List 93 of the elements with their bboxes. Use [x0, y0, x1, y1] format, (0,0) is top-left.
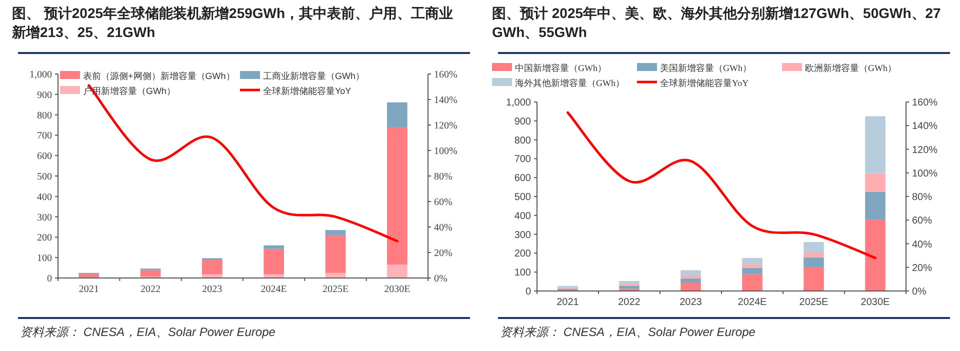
y-tick-label: 0: [47, 274, 52, 284]
bar: [386, 102, 408, 128]
x-tick-label: 2021: [78, 284, 99, 295]
bar: [619, 286, 640, 289]
y2-tick-label: 120%: [434, 120, 458, 132]
bar: [386, 264, 408, 278]
bar: [202, 260, 222, 274]
x-tick-label: 2022: [618, 297, 641, 308]
y-tick-label: 0: [525, 286, 532, 298]
legend-label: 欧洲新增容量（GWh）: [805, 63, 896, 73]
bar: [742, 264, 762, 268]
bar: [619, 280, 640, 284]
y2-tick-label: 80%: [912, 192, 932, 203]
bar: [804, 242, 824, 252]
y-tick-label: 1,000: [506, 98, 532, 108]
bar: [865, 174, 886, 192]
bar: [804, 252, 824, 258]
bar: [325, 230, 346, 236]
y-tick-label: 400: [514, 210, 532, 222]
y2-tick-label: 20%: [434, 248, 452, 259]
legend-label: 全球新增储能容量YoY: [660, 78, 750, 88]
bar: [742, 258, 762, 264]
legend-label: 全球新增储能容量YoY: [263, 86, 352, 96]
x-tick-label: 2024E: [738, 297, 768, 308]
bar: [386, 127, 408, 265]
line-series: [566, 111, 876, 260]
y2-tick-label: 60%: [912, 216, 932, 227]
bar: [264, 248, 284, 274]
y-tick-label: 900: [37, 90, 52, 101]
y-tick-label: 700: [37, 130, 52, 142]
chart-title: 图、 预计2025年全球储能装机新增259GWh，其中表前、户用、工商业新增213、25、21GWh: [11, 5, 454, 40]
bar: [140, 270, 161, 277]
x-tick-label: 2024E: [260, 284, 287, 295]
y-tick-label: 600: [37, 151, 52, 162]
legend-label: 中国新增容量（GWh）: [515, 63, 606, 73]
y2-tick-label: 20%: [912, 262, 932, 274]
y2-tick-label: 0%: [912, 286, 927, 298]
y-tick-label: 100: [514, 268, 532, 279]
legend-label: 工商业新增容量（GWh）: [263, 71, 365, 81]
x-tick-label: 2022: [140, 284, 160, 295]
bar: [680, 282, 701, 291]
y-tick-label: 700: [514, 154, 532, 166]
y-tick-label: 200: [37, 232, 52, 244]
y-tick-label: 300: [37, 212, 52, 224]
bar: [680, 270, 701, 275]
y2-tick-label: 40%: [434, 222, 452, 234]
y2-tick-label: 40%: [912, 239, 932, 250]
bar: [325, 235, 346, 273]
y2-tick-label: 80%: [434, 172, 452, 182]
bar: [804, 258, 824, 267]
x-tick-label: 2025E: [799, 297, 829, 308]
bar: [680, 274, 701, 278]
y-tick-label: 800: [37, 110, 52, 122]
legend-label: 美国新增容量（GWh）: [660, 63, 752, 73]
y2-tick-label: 100%: [912, 168, 938, 180]
x-tick-label: 2025E: [322, 284, 349, 295]
y-tick-label: 800: [514, 135, 532, 146]
legend-label: 表前（源侧+网侧）新增容量（GWh）: [83, 71, 235, 81]
y2-tick-label: 120%: [912, 144, 938, 156]
y2-tick-label: 140%: [434, 95, 458, 106]
x-tick-label: 2023: [202, 284, 222, 295]
y-tick-label: 400: [37, 192, 52, 203]
bar: [865, 220, 886, 291]
bar: [78, 274, 100, 278]
y2-tick-label: 60%: [434, 197, 452, 208]
y-tick-label: 1,000: [30, 70, 52, 80]
y-tick-label: 200: [514, 248, 532, 260]
y-tick-label: 100: [37, 253, 52, 264]
bar: [264, 245, 284, 249]
bar: [865, 116, 886, 174]
bar: [865, 192, 886, 220]
x-tick-label: 2030E: [860, 297, 890, 308]
x-tick-label: 2030E: [384, 284, 410, 295]
y-tick-label: 300: [514, 230, 532, 241]
y2-tick-label: 0%: [434, 274, 448, 284]
y-tick-label: 900: [514, 116, 532, 128]
y-tick-label: 500: [514, 192, 532, 203]
y2-tick-label: 100%: [434, 146, 458, 157]
text: 资料来源： CNESA，EIA、Solar Power Europe: [500, 325, 756, 339]
y-tick-label: 600: [514, 173, 532, 184]
chart-title: 图、预计 2025年中、美、欧、海外其他分别新增127GWh、50GWh、27GWh、55GWh: [492, 5, 942, 40]
text: 资料来源： CNESA，EIA、Solar Power Europe: [20, 325, 276, 339]
y2-tick-label: 160%: [912, 98, 938, 108]
bar: [680, 278, 701, 282]
bar: [804, 266, 824, 291]
y2-tick-label: 140%: [912, 121, 938, 132]
y-tick-label: 500: [37, 172, 52, 182]
x-tick-label: 2023: [680, 297, 702, 308]
bar: [742, 268, 762, 274]
y2-tick-label: 160%: [434, 70, 458, 80]
x-tick-label: 2021: [556, 297, 580, 308]
legend-label: 海外其他新增容量（GWh）: [515, 78, 624, 88]
bar: [742, 274, 762, 291]
